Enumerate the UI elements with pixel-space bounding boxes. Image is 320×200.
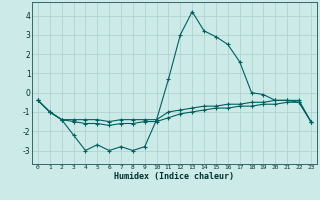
X-axis label: Humidex (Indice chaleur): Humidex (Indice chaleur) <box>115 172 234 181</box>
